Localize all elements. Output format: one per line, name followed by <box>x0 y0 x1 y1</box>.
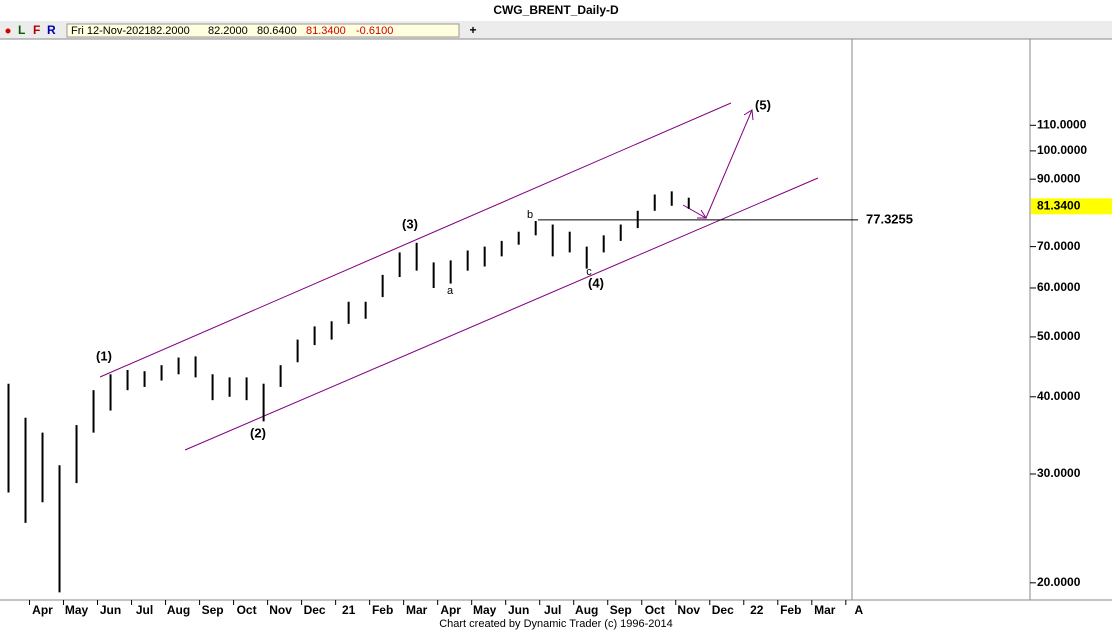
level-label: 77.3255 <box>866 211 913 226</box>
x-tick-label: Apr <box>32 603 53 617</box>
wave-label: (3) <box>402 216 418 231</box>
x-tick-label: A <box>854 603 863 617</box>
x-tick-label: Jun <box>508 603 529 617</box>
y-tick-label: 40.0000 <box>1037 389 1081 403</box>
channel-line <box>99 102 732 378</box>
x-tick-label: Jul <box>136 603 153 617</box>
info-value: 81.3400 <box>306 25 346 37</box>
x-tick-label: Oct <box>645 603 665 617</box>
x-tick-label: Dec <box>304 603 326 617</box>
x-tick-label: Mar <box>814 603 836 617</box>
y-tick-label: 20.0000 <box>1037 575 1081 589</box>
toolbar-button[interactable]: R <box>47 23 56 37</box>
title-bar <box>0 0 1112 20</box>
x-tick-label: Oct <box>237 603 257 617</box>
footer: Chart created by Dynamic Trader (c) 1996… <box>439 618 673 630</box>
toolbar-button[interactable]: F <box>33 23 40 37</box>
y-tick-label: 50.0000 <box>1037 329 1081 343</box>
x-tick-label: Nov <box>677 603 700 617</box>
add-button[interactable]: + <box>469 23 476 37</box>
toolbar-button[interactable]: L <box>18 23 25 37</box>
last-price-label: 81.3400 <box>1037 198 1081 212</box>
wave-label: b <box>527 209 533 221</box>
status-dot <box>5 28 11 34</box>
info-value: Fri 12-Nov-2021 <box>71 25 150 37</box>
wave-label: a <box>447 285 454 297</box>
wave-label: c <box>586 266 592 278</box>
chart-title: CWG_BRENT_Daily-D <box>493 3 619 17</box>
x-tick-label: May <box>473 603 497 617</box>
y-tick-label: 70.0000 <box>1037 239 1081 253</box>
x-tick-label: Sep <box>610 603 632 617</box>
x-tick-label: Dec <box>712 603 734 617</box>
y-tick-label: 90.0000 <box>1037 171 1081 185</box>
x-tick-label: 21 <box>342 603 356 617</box>
x-tick-label: Feb <box>372 603 393 617</box>
wave-label: (4) <box>588 275 604 290</box>
x-tick-label: May <box>65 603 89 617</box>
x-tick-label: Apr <box>440 603 461 617</box>
y-tick-label: 30.0000 <box>1037 466 1081 480</box>
y-tick-label: 110.0000 <box>1037 117 1087 131</box>
wave-label: (1) <box>96 348 112 363</box>
last-price-box <box>1031 198 1112 215</box>
wave-label: (2) <box>250 425 266 440</box>
wave-label: (5) <box>755 97 771 112</box>
x-tick-label: Mar <box>406 603 428 617</box>
x-tick-label: Jun <box>100 603 121 617</box>
x-tick-label: Sep <box>202 603 224 617</box>
arrow-head <box>743 109 754 121</box>
info-value: 82.2000 <box>208 25 248 37</box>
x-tick-label: Jul <box>544 603 561 617</box>
y-tick-label: 100.0000 <box>1037 143 1087 157</box>
x-tick-label: Aug <box>167 603 190 617</box>
y-tick-label: 60.0000 <box>1037 280 1081 294</box>
channel-line <box>184 177 819 451</box>
x-tick-label: Feb <box>780 603 801 617</box>
arrow-head <box>697 209 707 219</box>
x-tick-label: Nov <box>269 603 292 617</box>
x-tick-label: 22 <box>750 603 764 617</box>
info-value: 80.6400 <box>257 25 297 37</box>
info-value: -0.6100 <box>356 25 393 37</box>
info-value: 82.2000 <box>150 25 190 37</box>
info-box <box>66 23 460 38</box>
x-tick-label: Aug <box>575 603 598 617</box>
